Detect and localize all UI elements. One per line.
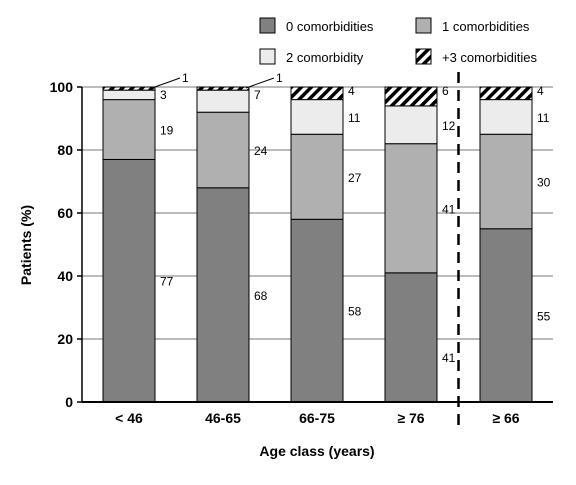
data-label: 55 [537,309,551,323]
data-label: 6 [442,84,449,98]
data-label: 19 [160,124,174,138]
y-tick-label: 20 [57,331,73,347]
bar-segment [196,111,250,189]
y-axis-label: Patients (%) [18,205,34,285]
data-label: 4 [537,84,544,98]
data-label: 41 [442,351,456,365]
data-label: 77 [160,275,174,289]
data-label: 24 [254,144,268,158]
legend-label: 1 comorbidities [442,19,530,34]
data-label: 7 [254,88,261,102]
data-label: 68 [254,289,268,303]
bar-segment [384,105,438,145]
data-label: 1 [276,71,283,85]
legend-swatch [259,17,276,34]
y-tick-label: 100 [50,79,74,95]
data-label: 12 [442,119,456,133]
bar-segment [102,158,156,403]
bar-segment [384,86,438,107]
x-tick-label: 66-75 [299,410,335,426]
bar-segment [479,99,533,135]
x-tick-label: ≥ 76 [397,410,424,426]
axes-group: 0 20 40 60 80 100 < 46 46-65 66-75 ≥ 76 ≥ 66 [50,72,553,432]
label-leader-line [245,77,275,89]
y-tick-label: 80 [57,142,73,158]
data-label: 4 [348,84,355,98]
bar-segment [290,133,344,220]
data-label: 30 [537,176,551,190]
legend-swatch [259,48,276,65]
data-label: 11 [537,111,550,125]
bar-segment [479,228,533,403]
data-label: 1 [182,71,189,85]
bar-segment [102,89,156,101]
x-tick-label: < 46 [115,410,143,426]
y-tick-label: 0 [65,394,73,410]
bar-segment [479,86,533,101]
data-label: 41 [442,202,456,216]
legend-label: +3 comorbidities [442,50,538,65]
data-labels: 77 19 3 1 68 24 7 1 58 27 11 4 41 41 12 6 55 30 11 4 [151,71,551,365]
bar-segment [290,218,344,403]
bar-segment [196,86,250,91]
bar-segment [196,187,250,403]
legend-swatch [415,48,432,65]
bar-segment [290,99,344,135]
chart-legend: 0 comorbidities 1 comorbidities 2 comorbid… [259,17,538,65]
legend-label: 2 comorbidity [286,50,364,65]
y-tick-label: 60 [57,205,73,221]
x-tick-label: 46-65 [205,410,241,426]
x-axis-label: Age class (years) [259,443,374,459]
bar-segment [102,99,156,160]
bar-segment [102,86,156,91]
data-label: 27 [348,171,362,185]
bar-segment [196,89,250,113]
label-leader-line [151,77,181,89]
bar-segment [384,272,438,403]
data-label: 3 [160,88,167,102]
legend-label: 0 comorbidities [286,19,374,34]
legend-swatch [415,17,432,34]
y-tick-label: 40 [57,268,73,284]
bars-group [102,86,533,403]
data-label: 58 [348,305,362,319]
bar-segment [479,133,533,230]
bar-segment [290,86,344,101]
data-label: 11 [348,111,361,125]
x-tick-label: ≥ 66 [492,410,519,426]
bar-segment [384,143,438,274]
